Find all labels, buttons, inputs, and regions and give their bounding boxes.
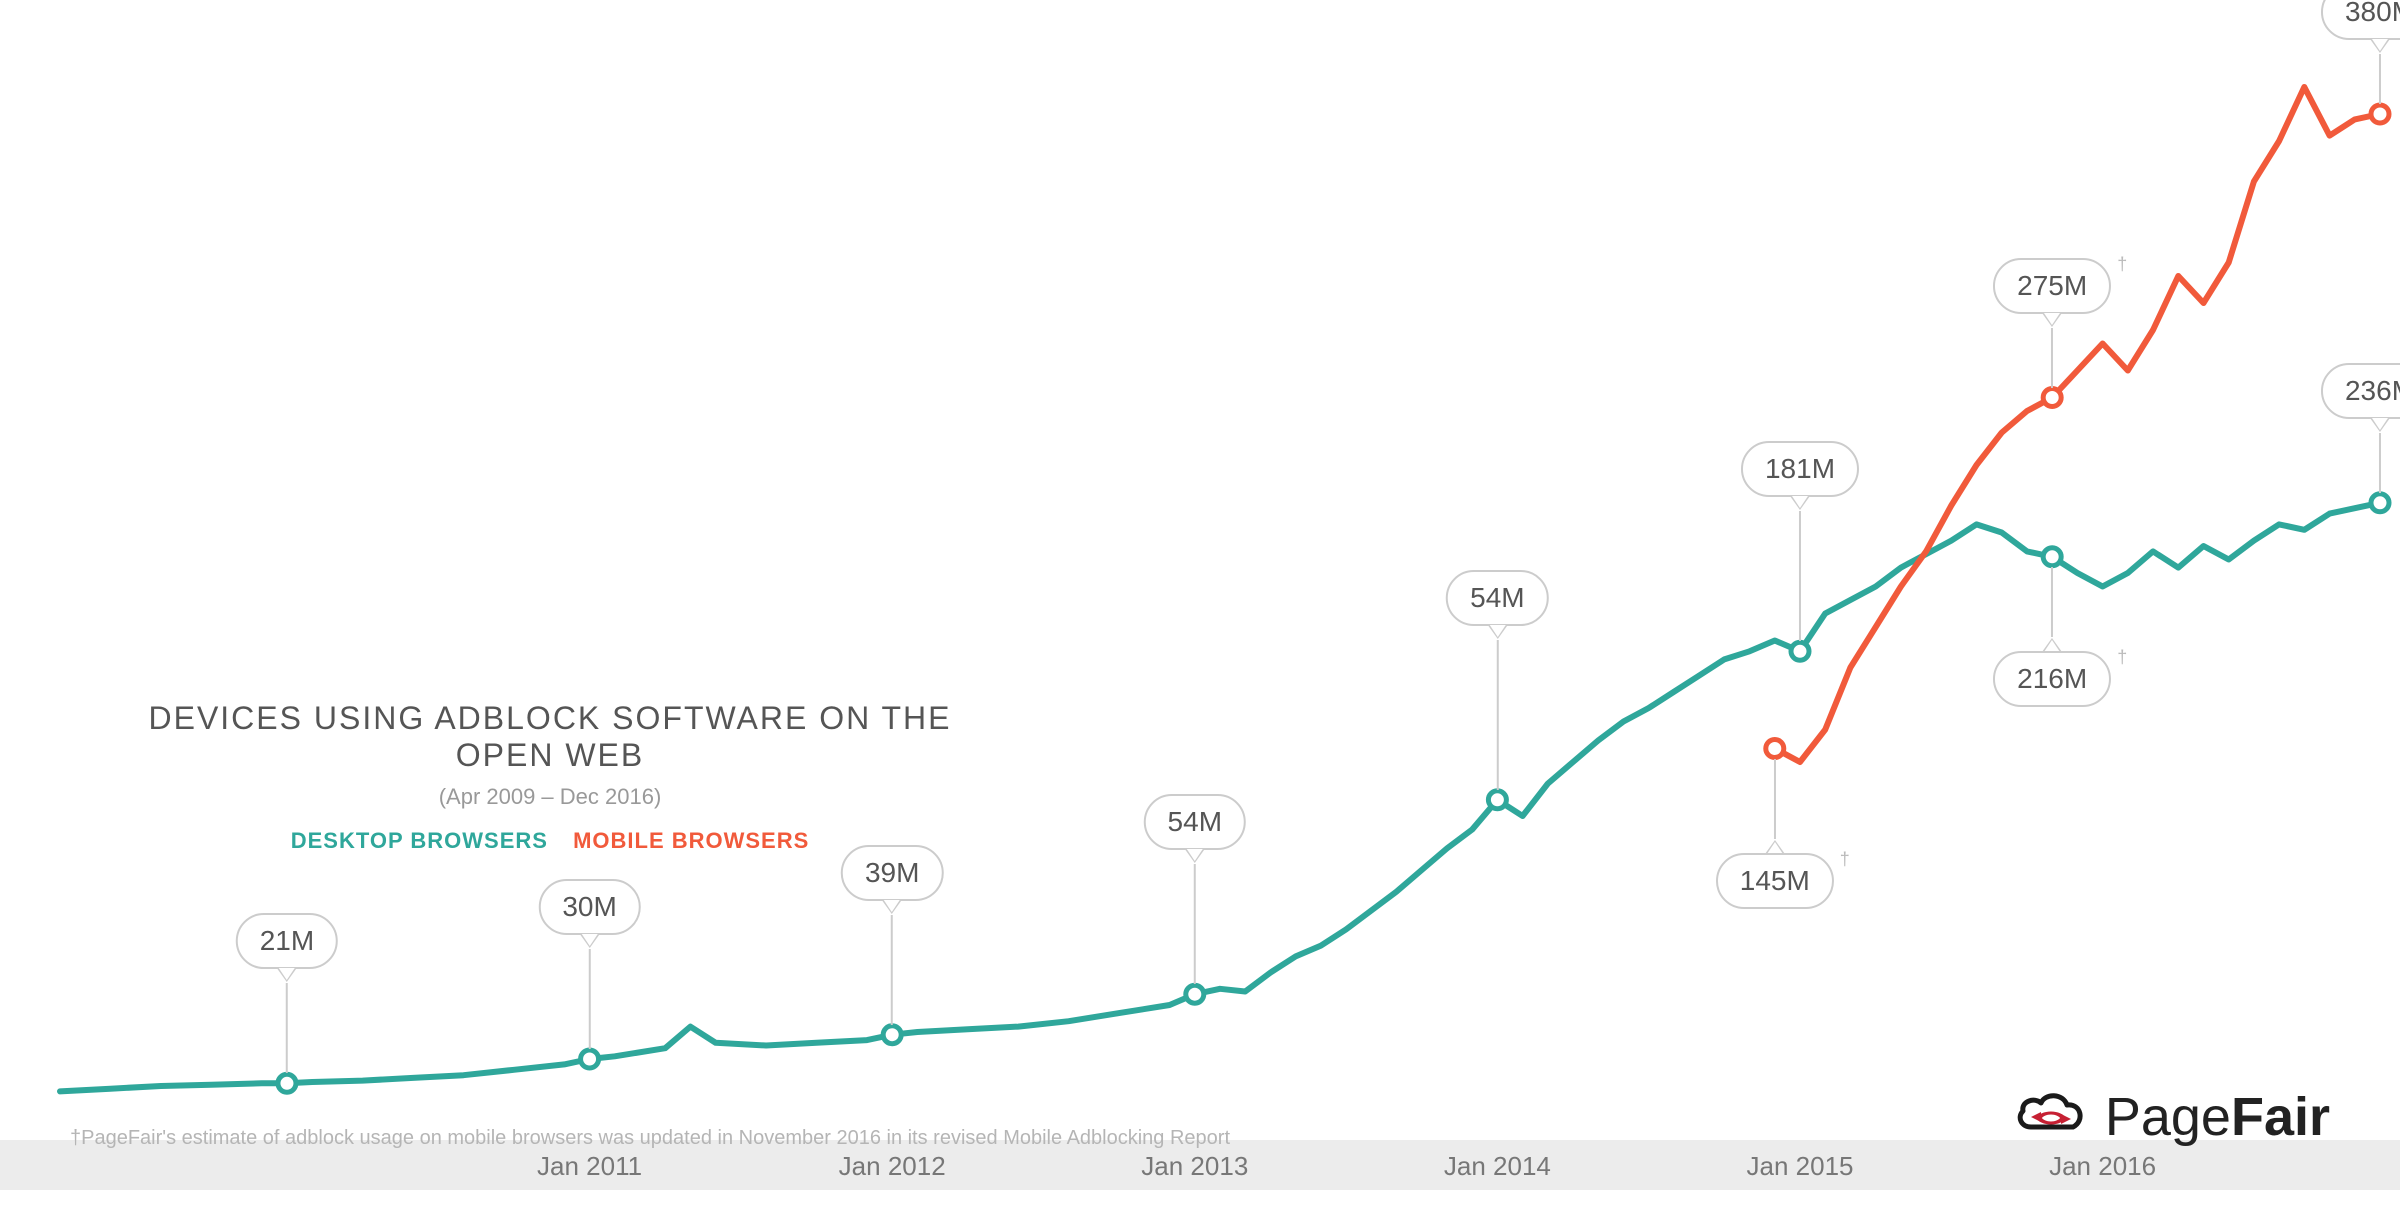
marker-mobile [2043, 389, 2061, 407]
callout-label: 275M [1993, 258, 2111, 314]
marker-mobile [1766, 740, 1784, 758]
callout-label: 30M [538, 879, 640, 935]
footnote: †PageFair's estimate of adblock usage on… [70, 1127, 1230, 1150]
xaxis-label: Jan 2012 [839, 1151, 946, 1182]
marker-desktop [581, 1050, 599, 1068]
callout: 30M [538, 879, 640, 1049]
dagger-icon: † [2117, 647, 2127, 668]
xaxis-label: Jan 2015 [1747, 1151, 1854, 1182]
callout: 39M [841, 845, 943, 1025]
callout: 380M [2321, 0, 2400, 104]
dagger-icon: † [1840, 849, 1850, 870]
callout-label: 145M [1716, 853, 1834, 909]
legend-mobile: MOBILE BROWSERS [573, 828, 809, 853]
logo: PageFair [2011, 1086, 2330, 1148]
chart-subtitle: (Apr 2009 – Dec 2016) [100, 784, 1000, 810]
legend-desktop: DESKTOP BROWSERS [291, 828, 548, 853]
xaxis-label: Jan 2013 [1141, 1151, 1248, 1182]
callout-label: 216M [1993, 651, 2111, 707]
logo-icon [2011, 1087, 2091, 1147]
logo-text-light: Page [2105, 1087, 2231, 1147]
marker-desktop [278, 1074, 296, 1092]
callout-label: 39M [841, 845, 943, 901]
logo-text: PageFair [2105, 1086, 2330, 1148]
marker-desktop [1488, 791, 1506, 809]
callout: 145M† [1716, 759, 1834, 909]
marker-desktop [2043, 548, 2061, 566]
xaxis-label: Jan 2014 [1444, 1151, 1551, 1182]
marker-desktop [1186, 985, 1204, 1003]
chart-title: DEVICES USING ADBLOCK SOFTWARE ON THE OP… [100, 700, 1000, 774]
chart-container: DEVICES USING ADBLOCK SOFTWARE ON THE OP… [0, 0, 2400, 1228]
xaxis-label: Jan 2011 [537, 1151, 642, 1182]
callout-label: 236M [2321, 363, 2400, 419]
callout: 54M [1446, 570, 1548, 790]
dagger-icon: † [2117, 254, 2127, 275]
logo-text-bold: Fair [2231, 1087, 2330, 1147]
callout-label: 380M [2321, 0, 2400, 40]
marker-mobile [2371, 105, 2389, 123]
marker-desktop [1791, 642, 1809, 660]
marker-desktop [2371, 494, 2389, 512]
marker-desktop [883, 1026, 901, 1044]
callout: 54M [1144, 794, 1246, 984]
callout: 216M† [1993, 567, 2111, 707]
callout: 181M [1741, 441, 1859, 641]
xaxis-label: Jan 2016 [2049, 1151, 2156, 1182]
callout-label: 181M [1741, 441, 1859, 497]
callout-label: 21M [236, 913, 338, 969]
callout-label: 54M [1446, 570, 1548, 626]
callout: 21M [236, 913, 338, 1073]
callout: 236M [2321, 363, 2400, 493]
title-block: DEVICES USING ADBLOCK SOFTWARE ON THE OP… [100, 700, 1000, 854]
callout: 275M† [1993, 258, 2111, 388]
callout-label: 54M [1144, 794, 1246, 850]
